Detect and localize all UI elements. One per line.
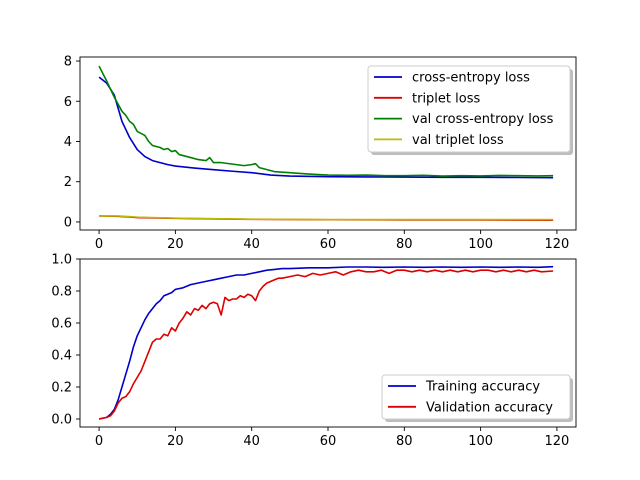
legend: cross-entropy loss triplet loss val cross-… — [367, 65, 573, 155]
y-tick-label: 4 — [64, 135, 72, 150]
x-tick-label: 0 — [95, 434, 103, 449]
series-line-2 — [98, 65, 554, 177]
y-tick-label: 0.2 — [51, 381, 72, 396]
y-tick-label: 2 — [64, 175, 72, 190]
x-tick-label: 60 — [320, 434, 337, 449]
legend: Training accuracy Validation accuracy — [381, 374, 573, 422]
x-tick-label: 100 — [468, 434, 493, 449]
series-line-0 — [98, 76, 554, 179]
y-tick-label: 6 — [64, 95, 72, 110]
x-tick-label: 20 — [167, 237, 184, 252]
y-tick-label: 0 — [64, 215, 72, 230]
x-tick-label: 40 — [243, 237, 260, 252]
loss-subplot: 0 20 40 60 80 100 120 0 2 4 6 8 cross-entropy loss tr… — [64, 55, 577, 252]
y-tick-label: 8 — [64, 55, 72, 70]
x-tick-label: 60 — [320, 237, 337, 252]
legend-entry-label: Training accuracy — [425, 380, 540, 395]
legend-box — [381, 374, 571, 420]
x-tick-label: 120 — [545, 237, 570, 252]
x-tick-label: 100 — [468, 237, 493, 252]
legend-entry-label: val triplet loss — [412, 133, 504, 148]
x-tick-label: 40 — [243, 434, 260, 449]
legend-entry-label: val cross-entropy loss — [412, 112, 554, 127]
x-tick-label: 120 — [545, 434, 570, 449]
legend-entry-label: triplet loss — [412, 91, 480, 106]
legend-box — [367, 65, 571, 153]
x-tick-label: 80 — [396, 237, 413, 252]
x-tick-label: 20 — [167, 434, 184, 449]
y-tick-label: 0.0 — [51, 413, 72, 428]
y-tick-label: 0.8 — [51, 285, 72, 300]
series-line-1 — [98, 269, 554, 420]
y-tick-label: 0.4 — [51, 349, 72, 364]
series-line-0 — [98, 265, 554, 420]
x-tick-label: 80 — [396, 434, 413, 449]
accuracy-subplot: 0 20 40 60 80 100 120 0.0 0.2 0.4 0.6 0.8 1.0 Trainin… — [51, 253, 577, 449]
y-tick-label: 0.6 — [51, 317, 72, 332]
legend-entry-label: cross-entropy loss — [412, 71, 530, 86]
x-tick-label: 0 — [95, 237, 103, 252]
legend-entry-label: Validation accuracy — [426, 400, 553, 415]
series-line-3 — [99, 215, 554, 221]
y-tick-label: 1.0 — [51, 253, 72, 268]
